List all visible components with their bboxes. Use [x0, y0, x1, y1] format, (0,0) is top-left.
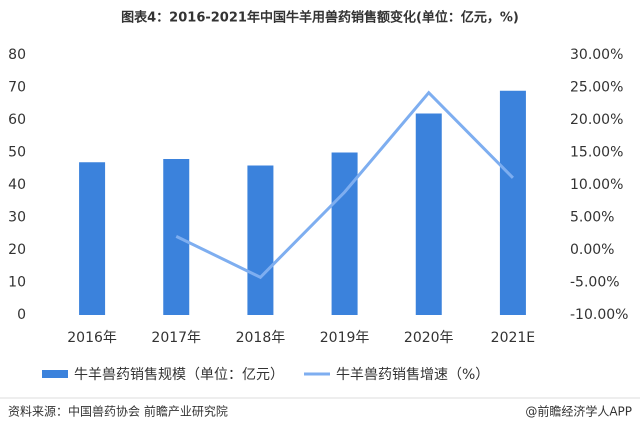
line — [175, 90, 514, 280]
bar — [499, 90, 526, 315]
source: 资料来源：中国兽药协会 前瞻产业研究院 — [8, 404, 228, 419]
x-tick-label: 2019年 — [320, 330, 370, 346]
bar — [415, 113, 442, 315]
y2-tick-label: 15.00% — [570, 145, 623, 161]
y-tick-label: 70 — [8, 80, 26, 96]
y-tick-label: 20 — [8, 242, 26, 258]
y-tick-label: 0 — [17, 307, 26, 323]
bar — [79, 162, 106, 315]
y2-tick-label: -10.00% — [570, 307, 628, 323]
y-tick-label: 50 — [8, 145, 26, 161]
x-tick-label: 2020年 — [404, 330, 454, 346]
watermark: @前瞻经济学人APP — [525, 404, 632, 419]
x-tick-label: 2018年 — [236, 330, 286, 346]
y2-tick-label: 30.00% — [570, 47, 623, 63]
y-tick-label: 10 — [8, 275, 26, 291]
y2-tick-label: 20.00% — [570, 112, 623, 128]
y2-tick-label: -5.00% — [570, 275, 620, 291]
legend-label: 牛羊兽药销售规模（单位：亿元） — [74, 367, 284, 383]
bar — [331, 152, 358, 315]
x-tick-label: 2021E — [491, 330, 535, 346]
legend-label: 牛羊兽药销售增速（%） — [336, 367, 489, 383]
y-tick-label: 30 — [8, 210, 26, 226]
y2-tick-label: 0.00% — [570, 242, 614, 258]
x-tick-label: 2016年 — [67, 330, 117, 346]
legend-swatch — [42, 370, 68, 378]
x-tick-label: 2017年 — [151, 330, 201, 346]
y-tick-label: 60 — [8, 112, 26, 128]
chart-title: 图表4：2016-2021年中国牛羊用兽药销售额变化(单位：亿元，%) — [121, 10, 519, 26]
y-tick-label: 80 — [8, 47, 26, 63]
y2-tick-label: 25.00% — [570, 80, 623, 96]
y2-tick-label: 5.00% — [570, 210, 614, 226]
y-tick-label: 40 — [8, 177, 26, 193]
y2-tick-label: 10.00% — [570, 177, 623, 193]
bar — [247, 165, 274, 315]
